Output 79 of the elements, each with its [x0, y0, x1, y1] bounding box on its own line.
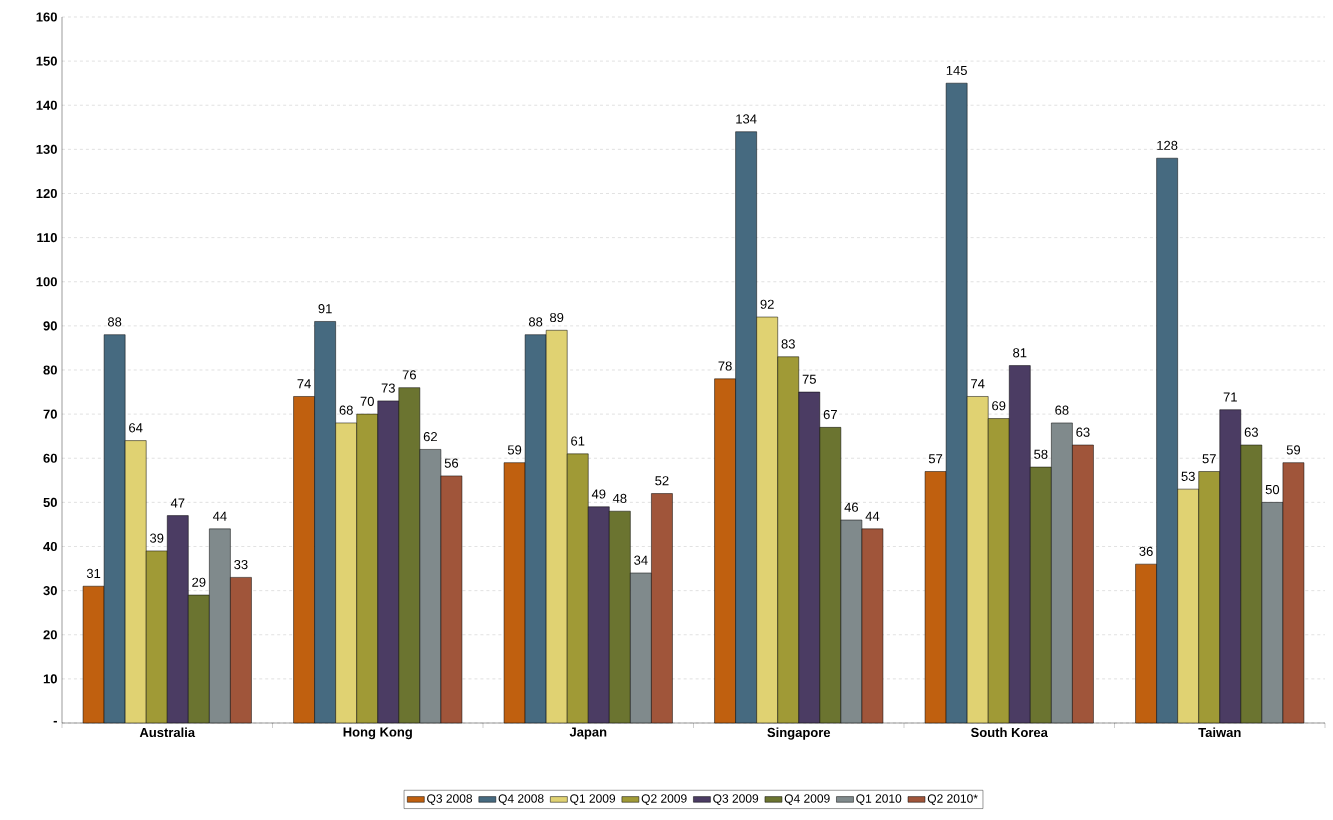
data-label: 68: [339, 405, 353, 415]
data-label: 62: [423, 432, 437, 442]
y-tick-label: 140: [36, 100, 57, 110]
y-tick-label: 80: [43, 365, 57, 375]
data-label: 61: [571, 436, 585, 446]
data-label: 89: [550, 312, 564, 323]
y-tick-label: 50: [43, 497, 57, 507]
data-label: 44: [212, 511, 227, 521]
data-label: 33: [234, 559, 248, 570]
legend-label: Q2 2010*: [927, 794, 978, 805]
legend-label: Q2 2009: [641, 794, 687, 805]
data-label: 56: [444, 458, 459, 468]
data-label: 88: [107, 317, 122, 327]
data-label: 75: [802, 374, 816, 384]
data-label: 81: [1013, 348, 1027, 358]
y-tick-label: 100: [36, 277, 57, 287]
data-label: 67: [823, 409, 837, 420]
y-tick-label: 30: [43, 586, 57, 596]
y-tick-label: 130: [36, 144, 57, 154]
x-tick-label: Taiwan: [1198, 727, 1241, 738]
data-label: 92: [760, 299, 774, 309]
y-tick-label: 20: [43, 630, 57, 640]
data-label: 46: [844, 502, 859, 512]
legend-label: Q1 2009: [570, 794, 616, 805]
data-label: 134: [736, 114, 757, 124]
y-tick-label: 150: [36, 56, 57, 66]
data-label: 91: [318, 304, 332, 314]
data-label: 49: [591, 489, 606, 499]
data-label: 71: [1223, 392, 1237, 402]
data-label: 76: [402, 370, 416, 380]
data-label: 74: [297, 379, 311, 389]
y-tick-label: -: [53, 720, 57, 723]
data-label: 34: [634, 555, 648, 565]
legend-label: Q4 2009: [784, 794, 830, 805]
data-label: 73: [381, 383, 395, 393]
data-label: 128: [1157, 140, 1178, 150]
y-tick-label: 10: [43, 674, 57, 684]
data-label: 64: [129, 423, 143, 433]
legend-label: Q1 2010: [856, 794, 902, 805]
y-tick-label: 120: [36, 188, 57, 199]
data-label: 48: [612, 493, 627, 503]
data-label: 59: [507, 445, 522, 455]
data-label: 83: [781, 339, 795, 349]
legend-label: Q3 2008: [427, 794, 473, 805]
data-label: 36: [1139, 546, 1153, 556]
data-label: 31: [86, 568, 101, 579]
data-label: 47: [170, 498, 185, 508]
data-label: 68: [1055, 405, 1069, 415]
legend-label: Q4 2008: [498, 794, 544, 805]
y-tick-label: 110: [37, 233, 57, 243]
legend-label: Q3 2009: [713, 794, 759, 805]
data-label: 53: [1181, 471, 1195, 481]
x-tick-label: Australia: [139, 727, 196, 738]
data-label: 63: [1076, 427, 1090, 437]
data-label: 74: [971, 379, 985, 389]
x-tick-label: South Korea: [970, 727, 1048, 738]
data-label: 57: [1202, 454, 1216, 464]
y-tick-label: 160: [36, 12, 57, 22]
x-tick-label: Singapore: [767, 727, 831, 740]
data-label: 63: [1244, 427, 1258, 437]
data-label: 69: [992, 401, 1006, 411]
x-tick-label: Japan: [569, 727, 607, 740]
y-tick-label: 40: [43, 541, 57, 552]
data-label: 29: [192, 577, 206, 587]
y-tick-label: 70: [43, 409, 57, 419]
y-tick-label: 60: [43, 453, 57, 463]
data-label: 44: [865, 511, 880, 521]
data-label: 58: [1034, 449, 1048, 459]
data-label: 78: [718, 361, 732, 371]
x-tick-label: Hong Kong: [343, 727, 412, 740]
data-label: 145: [946, 65, 967, 75]
data-label: 50: [1265, 484, 1280, 495]
data-label: 59: [1286, 445, 1301, 455]
data-label: 52: [655, 476, 669, 486]
data-label: 39: [150, 533, 164, 543]
data-label: 70: [360, 396, 374, 406]
data-label: 88: [528, 317, 543, 327]
data-label: 57: [928, 454, 943, 464]
y-tick-label: 90: [43, 321, 57, 331]
